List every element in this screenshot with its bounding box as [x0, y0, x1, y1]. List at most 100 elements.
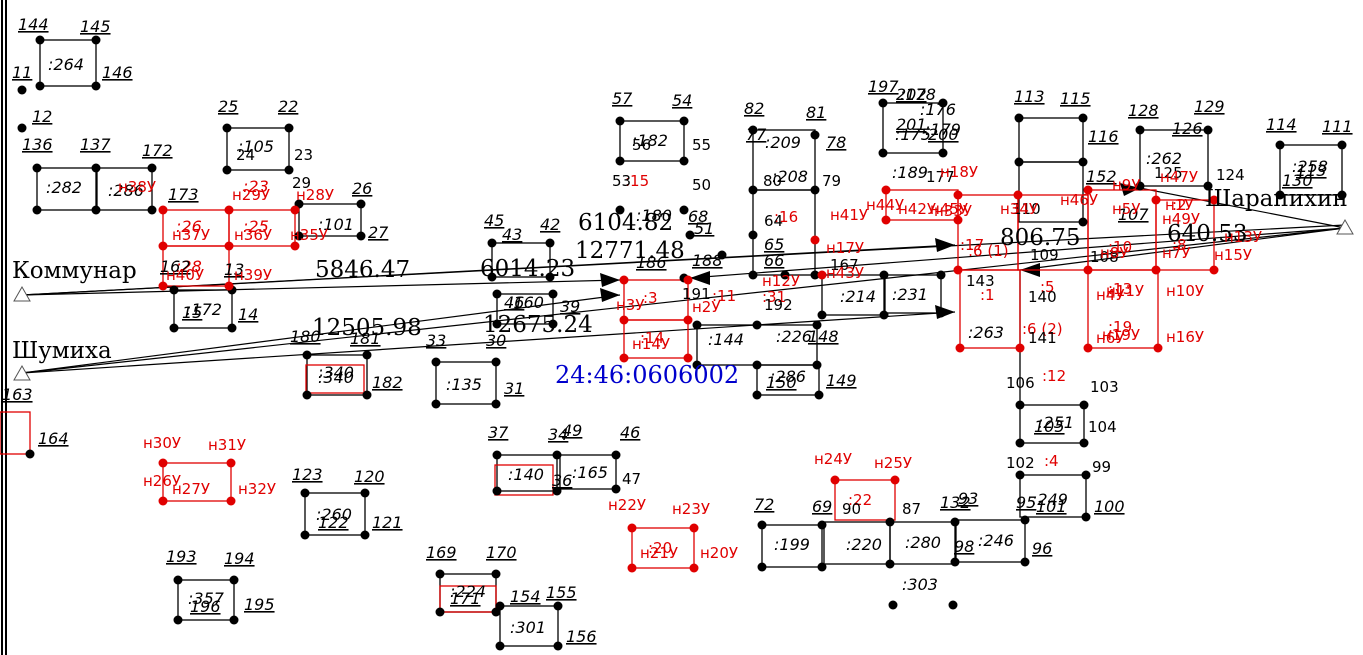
new-point-label: н24У	[814, 450, 852, 468]
point-label: 72	[754, 495, 774, 514]
point-label: 137	[80, 135, 111, 154]
cadastral-block-label: 24:46:0606002	[555, 361, 739, 389]
point-label: 125	[1154, 164, 1183, 182]
point-label: 96	[1032, 539, 1052, 558]
new-point-label: н9У	[1112, 176, 1141, 194]
parcel-label: :220	[846, 535, 882, 554]
new-point-label: н27У	[172, 480, 210, 498]
point-label: 154	[510, 587, 541, 606]
point-label: 132	[940, 493, 971, 512]
new-point-label: н25У	[874, 454, 912, 472]
point-label: 51	[694, 219, 714, 238]
point-label: 181	[350, 329, 381, 348]
distance-label: 6104.82	[578, 210, 673, 236]
point-label: 169	[426, 543, 457, 562]
new-point-label: н5У	[1112, 200, 1141, 218]
parcel-label: :208	[772, 167, 808, 186]
parcel-label: :144	[708, 330, 744, 349]
parcel-label: :199	[774, 535, 810, 554]
point-label: 26	[352, 179, 372, 198]
parcel-label: :31	[762, 288, 786, 306]
point-label: 200	[928, 125, 959, 144]
point-label: 171	[450, 589, 481, 608]
point-label: 53	[612, 172, 631, 190]
point-label: 31	[504, 379, 524, 398]
new-point-label: н34У	[1000, 200, 1038, 218]
point-label: 148	[808, 327, 839, 346]
parcel-label: :17	[960, 236, 984, 254]
parcel-label: :23	[243, 177, 269, 196]
parcel-label: :264	[48, 55, 84, 74]
point-label: 177	[926, 168, 955, 186]
distance-label: 806.75	[1000, 225, 1080, 251]
parcel-label: :182	[632, 131, 668, 150]
point-label: 102	[1006, 454, 1035, 472]
point-label: 107	[1118, 205, 1149, 224]
point-label: 124	[1216, 166, 1245, 184]
point-label: 23	[294, 146, 313, 164]
point-label: 47	[622, 470, 641, 488]
new-point-label: н39У	[234, 266, 272, 284]
parcel-labels: :264 :282 :286 :23 :25 :26 :28 :101 :105…	[46, 55, 1328, 637]
point-label: 195	[244, 595, 275, 614]
parcel-label: :179	[925, 120, 961, 139]
point-label: 66	[764, 251, 784, 270]
point-label: 22	[278, 97, 298, 116]
parcel-label: :263	[968, 323, 1004, 342]
point-label: 129	[1194, 97, 1225, 116]
parcel-label: :280	[905, 533, 941, 552]
point-label: 34	[548, 425, 568, 444]
new-point-label: н29У	[232, 186, 270, 204]
new-point-label: н20У	[700, 544, 738, 562]
parcel-label: :8	[1172, 236, 1187, 254]
distance-label: 12771.48	[575, 238, 685, 264]
new-point-label: н35У	[290, 226, 328, 244]
station-icon-sharapikhin	[1336, 218, 1354, 235]
parcel-label: :13	[1108, 280, 1132, 298]
point-label: 155	[546, 583, 577, 602]
parcel-label: :6 (2)	[1022, 320, 1063, 338]
point-label: 49	[562, 421, 582, 440]
point-label: 110	[1012, 200, 1041, 218]
point-label: 122	[318, 513, 349, 532]
parcel-label: :246	[978, 531, 1014, 550]
point-label: 80	[763, 172, 782, 190]
parcel-label: :357	[188, 589, 225, 608]
point-label: 68	[688, 207, 708, 226]
distance-label: 12505.98	[312, 315, 422, 341]
red-vertex-points	[158, 185, 1219, 573]
point-label: 105	[1034, 417, 1065, 436]
new-point-label: н14У	[632, 335, 670, 353]
parcel-label: :135	[446, 375, 482, 394]
new-point-label: н12У	[762, 272, 800, 290]
point-label: 33	[426, 331, 446, 350]
point-label: 42	[540, 215, 560, 234]
point-label: 121	[372, 513, 403, 532]
point-label: 103	[1090, 378, 1119, 396]
new-point-label: н13У	[1224, 228, 1262, 246]
point-label: 39	[560, 297, 580, 316]
point-label: 37	[488, 423, 509, 442]
point-label: 45	[484, 211, 504, 230]
parcel-label: :282	[46, 178, 82, 197]
point-label: 56	[632, 136, 651, 154]
point-label: 172	[142, 141, 173, 160]
point-label: 136	[22, 135, 53, 154]
point-label: 193	[166, 547, 197, 566]
parcel-label: :226	[776, 327, 812, 346]
parcel-label: :180	[636, 206, 672, 225]
point-label: 14	[238, 305, 258, 324]
point-label: 64	[764, 212, 783, 230]
new-point-label: н32У	[238, 480, 276, 498]
parcel-label: :214	[840, 287, 876, 306]
point-label: 152	[1086, 167, 1117, 186]
point-label: 65	[764, 235, 784, 254]
new-point-label: н2У	[692, 298, 721, 316]
point-label: 194	[224, 549, 255, 568]
parcel-label: :172	[186, 300, 222, 319]
parcel-label: :3	[643, 289, 658, 307]
point-label: 81	[806, 103, 826, 122]
point-label: 192	[764, 296, 793, 314]
parcel-label: :5	[1040, 278, 1055, 296]
